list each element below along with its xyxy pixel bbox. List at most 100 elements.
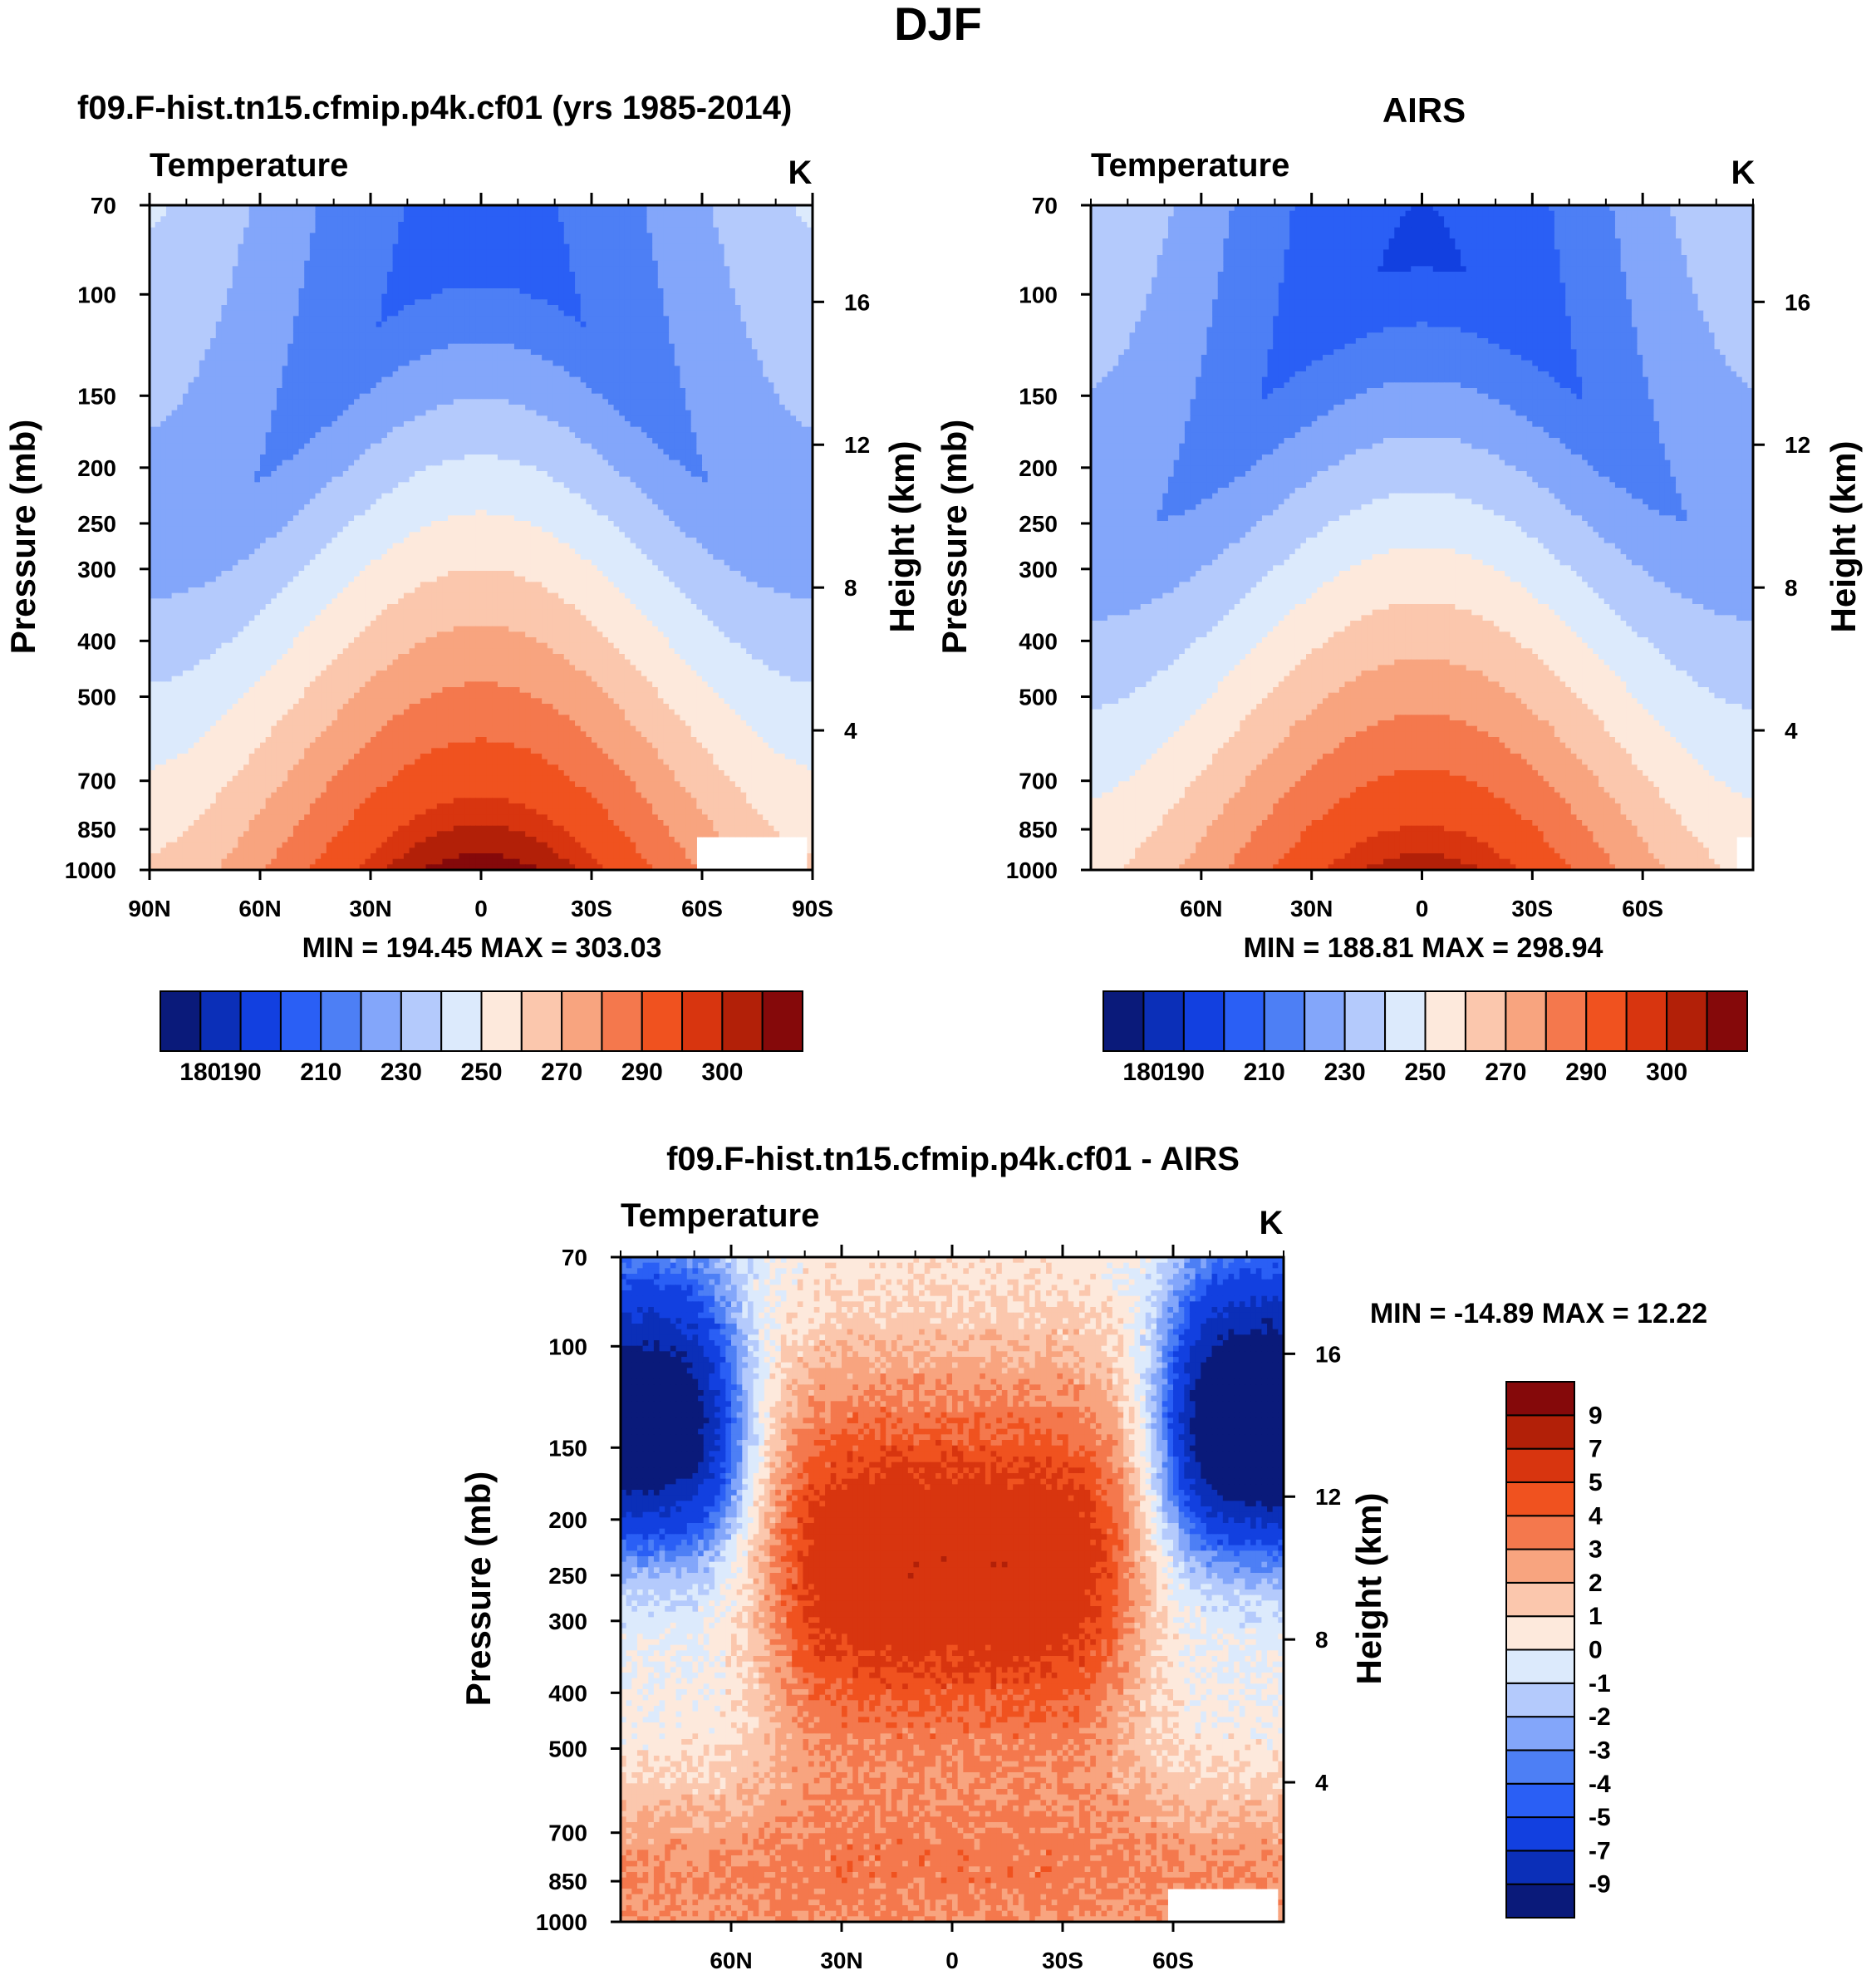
model-heatmap-cell bbox=[724, 222, 730, 228]
model-heatmap-cell bbox=[331, 244, 337, 250]
model-heatmap-cell bbox=[194, 211, 199, 217]
model-heatmap-cell bbox=[243, 238, 249, 244]
model-heatmap-cell bbox=[631, 216, 636, 222]
model-heatmap-cell bbox=[221, 244, 227, 250]
model-heatmap-cell bbox=[741, 216, 747, 222]
model-heatmap-cell bbox=[602, 233, 608, 238]
model-heatmap-cell bbox=[470, 216, 476, 222]
model-heatmap-cell bbox=[631, 222, 636, 228]
model-heatmap-cell bbox=[602, 222, 608, 228]
model-heatmap-cell bbox=[316, 233, 322, 238]
model-heatmap-cell bbox=[481, 238, 487, 244]
model-heatmap-cell bbox=[785, 216, 791, 222]
model-heatmap-cell bbox=[719, 228, 724, 233]
model-heatmap-cell bbox=[431, 211, 437, 217]
model-heatmap-cell bbox=[404, 228, 410, 233]
model-heatmap-cell bbox=[514, 233, 520, 238]
model-heatmap-cell bbox=[166, 222, 172, 228]
model-heatmap-cell bbox=[685, 228, 691, 233]
model-heatmap-cell bbox=[481, 222, 487, 228]
model-heatmap-cell bbox=[210, 222, 216, 228]
model-heatmap-cell bbox=[304, 238, 310, 244]
model-heatmap-cell bbox=[166, 238, 172, 244]
model-heatmap-cell bbox=[708, 216, 714, 222]
model-heatmap-cell bbox=[708, 211, 714, 217]
model-heatmap-cell bbox=[398, 211, 404, 217]
model-heatmap-cell bbox=[614, 233, 620, 238]
model-heatmap-cell bbox=[166, 216, 172, 222]
model-heatmap-cell bbox=[348, 222, 354, 228]
model-heatmap-cell bbox=[189, 233, 194, 238]
model-heatmap-cell bbox=[183, 233, 189, 238]
model-heatmap-cell bbox=[360, 228, 366, 233]
model-heatmap-cell bbox=[426, 238, 432, 244]
model-heatmap-cell bbox=[548, 233, 553, 238]
model-heatmap-cell bbox=[785, 228, 791, 233]
model-heatmap-cell bbox=[685, 222, 691, 228]
model-heatmap-cell bbox=[537, 216, 543, 222]
model-heatmap-cell bbox=[183, 238, 189, 244]
model-heatmap-cell bbox=[586, 238, 592, 244]
model-heatmap-cell bbox=[327, 216, 332, 222]
model-heatmap-cell bbox=[277, 222, 282, 228]
model-heatmap-cell bbox=[746, 222, 752, 228]
model-heatmap-cell bbox=[310, 244, 316, 250]
model-heatmap-cell bbox=[724, 228, 730, 233]
model-heatmap-cell bbox=[404, 216, 410, 222]
model-heatmap-cell bbox=[531, 216, 537, 222]
model-heatmap-cell bbox=[708, 228, 714, 233]
model-heatmap-cell bbox=[696, 222, 702, 228]
model-heatmap-cell bbox=[719, 233, 724, 238]
model-heatmap-cell bbox=[652, 222, 658, 228]
model-heatmap-cell bbox=[790, 222, 796, 228]
model-heatmap-cell bbox=[647, 228, 653, 233]
model-heatmap-cell bbox=[464, 233, 470, 238]
model-heatmap-cell bbox=[631, 228, 636, 233]
model-heatmap-cell bbox=[426, 233, 432, 238]
model-heatmap-cell bbox=[249, 222, 255, 228]
model-heatmap-cell bbox=[442, 222, 448, 228]
model-heatmap-cell bbox=[177, 233, 183, 238]
model-heatmap-cell bbox=[597, 216, 603, 222]
model-heatmap-cell bbox=[729, 238, 735, 244]
model-heatmap-cell bbox=[652, 216, 658, 222]
model-heatmap-cell bbox=[310, 211, 316, 217]
model-heatmap-cell bbox=[619, 211, 625, 217]
model-heatmap-cell bbox=[558, 238, 564, 244]
model-heatmap-cell bbox=[420, 211, 426, 217]
model-heatmap-cell bbox=[702, 222, 708, 228]
model-heatmap-cell bbox=[177, 228, 183, 233]
model-heatmap-cell bbox=[636, 238, 641, 244]
model-heatmap-cell bbox=[387, 238, 393, 244]
model-heatmap-cell bbox=[260, 216, 266, 222]
model-heatmap-cell bbox=[773, 222, 779, 228]
model-heatmap-cell bbox=[729, 222, 735, 228]
model-heatmap-cell bbox=[177, 244, 183, 250]
model-heatmap-cell bbox=[393, 222, 399, 228]
model-heatmap-cell bbox=[387, 211, 393, 217]
model-heatmap-cell bbox=[614, 211, 620, 217]
model-heatmap-cell bbox=[675, 211, 680, 217]
model-heatmap-cell bbox=[205, 228, 211, 233]
model-heatmap-cell bbox=[410, 211, 415, 217]
model-heatmap-cell bbox=[685, 211, 691, 217]
model-heatmap-cell bbox=[779, 222, 785, 228]
model-heatmap-cell bbox=[437, 228, 443, 233]
model-heatmap-cell bbox=[420, 228, 426, 233]
model-heatmap-cell bbox=[365, 228, 371, 233]
model-heatmap-cell bbox=[492, 238, 498, 244]
model-heatmap-cell bbox=[625, 228, 631, 233]
model-heatmap-cell bbox=[227, 222, 233, 228]
model-heatmap-cell bbox=[796, 233, 802, 238]
model-heatmap-cell bbox=[260, 238, 266, 244]
model-heatmap-cell bbox=[299, 244, 305, 250]
model-heatmap-cell bbox=[758, 222, 764, 228]
model-heatmap-cell bbox=[758, 238, 764, 244]
model-heatmap-cell bbox=[459, 233, 464, 238]
model-heatmap-cell bbox=[475, 238, 481, 244]
model-heatmap-cell bbox=[233, 228, 238, 233]
model-heatmap-cell bbox=[586, 216, 592, 222]
model-heatmap-cell bbox=[735, 238, 741, 244]
model-heatmap-cell bbox=[508, 216, 514, 222]
model-heatmap-cell bbox=[741, 222, 747, 228]
